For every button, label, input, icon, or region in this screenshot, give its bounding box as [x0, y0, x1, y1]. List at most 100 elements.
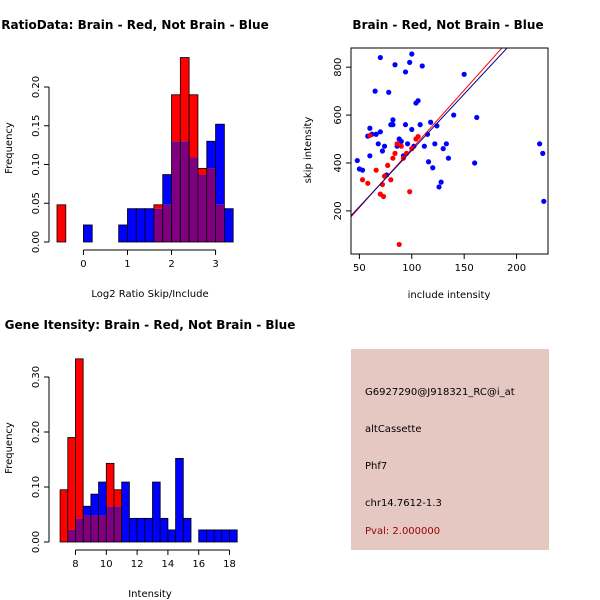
point-not-brain: [430, 165, 436, 171]
gene-info-panel: G6927290@J918321_RC@i_at altCassette Phf…: [351, 349, 549, 550]
bar-overlap: [162, 204, 172, 242]
point-not-brain: [379, 148, 386, 154]
bar-outline: [182, 517, 192, 543]
bar-not-brain: [206, 529, 215, 542]
point-brain: [396, 241, 402, 248]
bar-not-brain: [160, 518, 168, 542]
x-tick-label: 100: [402, 263, 421, 274]
event-type: altCassette: [365, 424, 422, 435]
point-not-brain: [451, 112, 457, 118]
bar-brain: [57, 204, 66, 242]
y-tick-label: 0.30: [31, 366, 42, 388]
bar-not-brain: [167, 529, 176, 542]
gene-histogram-ylabel: Frequency: [4, 422, 15, 474]
point-brain: [373, 167, 379, 173]
bar-not-brain: [121, 482, 130, 542]
y-tick-label: 0.00: [31, 531, 42, 553]
scatter-frame: [350, 47, 549, 255]
y-tick-label: 0.10: [31, 153, 42, 175]
bar-overlap: [83, 515, 91, 542]
x-tick-label: 0: [80, 259, 86, 270]
x-tick-label: 50: [353, 263, 366, 274]
y-tick-label: 800: [333, 58, 344, 77]
p-value: Pval: 2.000000: [365, 526, 441, 537]
x-tick-label: 8: [72, 559, 78, 570]
point-not-brain: [392, 62, 398, 68]
bar-not-brain: [127, 208, 137, 242]
fit-line-not-brain: [351, 48, 508, 217]
bar-overlap: [197, 174, 207, 242]
bar-brain: [197, 168, 207, 175]
point-not-brain: [409, 126, 415, 133]
bar-not-brain: [137, 518, 145, 542]
ratio-histogram-panel: RatioData: Brain - Red, Not Brain - Blue…: [1, 18, 268, 300]
point-brain: [388, 177, 394, 183]
point-not-brain: [415, 98, 421, 104]
point-not-brain: [417, 122, 423, 128]
bar-brain: [106, 463, 114, 507]
bar-brain: [189, 94, 198, 158]
point-not-brain: [377, 129, 383, 135]
y-tick-label: 0.05: [31, 192, 42, 214]
bar-not-brain: [129, 518, 138, 542]
bar-not-brain: [83, 506, 91, 516]
bar-overlap: [75, 518, 84, 542]
bar-not-brain: [198, 529, 207, 542]
point-not-brain: [541, 198, 547, 204]
gene-intensity-histogram-panel: Gene Itensity: Brain - Red, Not Brain - …: [4, 318, 295, 600]
scatter-ylabel: skip intensity: [303, 117, 314, 184]
bar-not-brain: [118, 224, 128, 242]
bar-not-brain: [183, 518, 192, 542]
point-not-brain: [445, 155, 452, 161]
bar-not-brain: [162, 174, 172, 205]
bar-brain: [113, 489, 122, 507]
point-not-brain: [390, 122, 396, 128]
bar-not-brain: [136, 208, 146, 242]
bar-overlap: [180, 141, 190, 242]
bar-not-brain: [221, 529, 230, 542]
bar-not-brain: [145, 208, 154, 242]
bar-not-brain: [83, 224, 93, 242]
bar-not-brain: [152, 482, 161, 542]
y-tick-label: 0.20: [31, 76, 42, 98]
bar-overlap: [189, 157, 198, 242]
gene-name: Phf7: [365, 461, 388, 472]
point-brain: [394, 141, 400, 147]
x-tick-label: 200: [507, 263, 526, 274]
bar-outline: [229, 529, 238, 543]
bar-overlap: [215, 204, 225, 242]
scatter-xlabel: include intensity: [408, 290, 491, 301]
bar-outline: [121, 481, 130, 543]
x-tick-label: 10: [100, 559, 113, 570]
ratio-histogram-title: RatioData: Brain - Red, Not Brain - Blue: [1, 18, 268, 32]
gene-histogram-axes: 0.00 0.10 0.20 0.30 8 10 12 14 16 18: [31, 366, 236, 570]
x-tick-label: 16: [192, 559, 205, 570]
point-brain: [367, 132, 373, 139]
point-not-brain: [461, 71, 467, 77]
point-brain: [390, 155, 396, 161]
point-not-brain: [354, 157, 360, 164]
point-not-brain: [540, 150, 546, 156]
bar-not-brain: [214, 529, 222, 542]
point-brain: [398, 143, 404, 149]
y-tick-label: 400: [333, 153, 344, 172]
point-brain: [380, 193, 387, 200]
bar-brain: [67, 437, 76, 530]
point-not-brain: [386, 89, 392, 95]
point-not-brain: [537, 141, 543, 147]
bar-outline: [215, 123, 225, 243]
point-not-brain: [373, 131, 379, 137]
point-not-brain: [438, 179, 444, 185]
y-tick-label: 0.20: [31, 421, 42, 443]
bar-outline: [56, 204, 67, 243]
x-tick-label: 14: [162, 559, 175, 570]
point-brain: [359, 177, 366, 183]
x-tick-label: 3: [212, 259, 218, 270]
scatter-title: Brain - Red, Not Brain - Blue: [352, 18, 543, 32]
point-not-brain: [432, 141, 438, 147]
point-not-brain: [398, 138, 404, 145]
point-not-brain: [402, 69, 409, 75]
point-not-brain: [390, 117, 396, 123]
bar-outline: [152, 481, 161, 543]
